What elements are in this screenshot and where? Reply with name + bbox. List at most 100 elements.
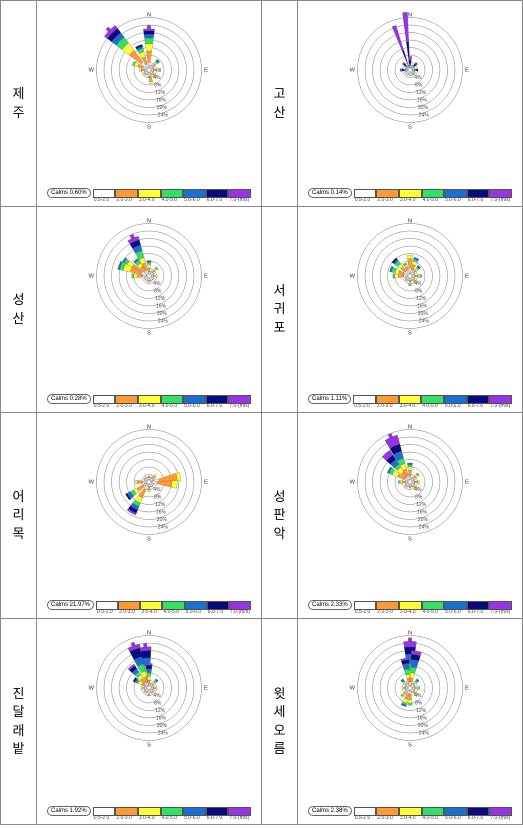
legend-bin-label: 6.0-7.0 (207, 197, 223, 203)
rose-wrap: NESW4%8%12%16%20%24% Calms 0.14% 0.5-2.0… (302, 5, 518, 202)
wind-rose-jindallae: NESW4%8%12%16%20%24% (41, 623, 257, 773)
legend-bin-label: 4.0-5.0 (162, 815, 178, 821)
compass-w: W (349, 480, 355, 486)
legend-segment: 7.0-(m/s) (489, 601, 512, 610)
legend-segment: 6.0-7.0 (467, 189, 490, 198)
legend-bar: 0.5-2.02.0-3.03.0-4.04.0-5.05.0-6.06.0-7… (354, 807, 512, 816)
rose-segment (147, 262, 151, 264)
legend-row: Calms 0.14% 0.5-2.02.0-3.03.0-4.04.0-5.0… (308, 188, 512, 198)
ring-label: 12% (155, 502, 166, 508)
ring (97, 224, 202, 329)
rose-segment (146, 665, 152, 669)
legend-segment: 7.0-(m/s) (228, 395, 251, 404)
legend-segment: 2.0-3.0 (376, 189, 399, 198)
ring-label: 4% (414, 75, 422, 81)
legend-segment: 2.0-3.0 (376, 807, 399, 816)
rose-cap (147, 25, 150, 28)
legend-bin-label: 5.0-6.0 (445, 815, 461, 821)
chart-jeju: NESW4%8%12%16%20%24% Calms 0.60% 0.5-2.0… (37, 1, 262, 207)
rose-segment (143, 481, 147, 483)
chart-seongsan: NESW4%8%12%16%20%24% Calms 0.28% 0.5-2.0… (37, 207, 262, 413)
rose-segment (409, 64, 411, 66)
legend-bin-label: 2.0-3.0 (116, 197, 132, 203)
label-char: 산 (264, 104, 295, 122)
compass-e: E (204, 68, 208, 74)
rose-segment (420, 274, 422, 277)
rose-segment (414, 275, 418, 277)
legend-segment: 0.5-2.0 (96, 601, 118, 610)
label-char: 진 (3, 685, 34, 703)
legend-segment: 4.0-5.0 (161, 189, 184, 198)
legend-segment: 2.0-3.0 (376, 395, 399, 404)
rose-segment (414, 69, 416, 71)
legend-bin-label: 4.0-5.0 (423, 815, 439, 821)
rose-segment (151, 275, 153, 276)
compass-n: N (408, 219, 412, 225)
label-char: 산 (3, 310, 34, 328)
compass-w: W (349, 686, 355, 692)
legend-segment: 0.5-2.0 (93, 189, 116, 198)
ring-label: 4% (414, 487, 422, 493)
legend-segment: 3.0-4.0 (399, 807, 422, 816)
legend-bin-label: 0.5-2.0 (97, 609, 113, 615)
legend-bar: 0.5-2.02.0-3.03.0-4.04.0-5.05.0-6.06.0-7… (354, 189, 512, 198)
rose-wrap: NESW4%8%12%16%20%24% Calms 1.92% 0.5-2.0… (41, 623, 257, 820)
ring-label: 4% (414, 693, 422, 699)
rose-segment (407, 463, 412, 465)
compass-s: S (408, 536, 412, 542)
wind-rose-seogwipo: NESW4%8%12%16%20%24% (302, 211, 518, 361)
rose-segment (406, 42, 409, 57)
rose-segment (148, 280, 150, 282)
rose-segment (412, 275, 414, 276)
ring-label: 16% (417, 715, 428, 721)
legend-bin-label: 6.0-7.0 (468, 197, 484, 203)
rose-segment (148, 476, 150, 478)
chart-seongpanak: NESW4%8%12%16%20%24% Calms 2.33% 0.5-2.0… (298, 413, 523, 619)
wind-rose-eorimok: NESW4%8%12%16%20%24% (41, 417, 257, 567)
calms-box: Calms 1.92% (47, 806, 91, 816)
rose-segment (144, 34, 154, 38)
ring-label: 8% (154, 83, 162, 89)
ring-label: 24% (158, 112, 169, 118)
legend-bin-label: 3.0-4.0 (400, 609, 416, 615)
label-char: 세 (264, 703, 295, 721)
rose-segment (408, 703, 413, 705)
rose-segment (147, 673, 151, 677)
rose-segment (409, 476, 411, 480)
rose-segment (404, 669, 409, 675)
label-char: 목 (3, 525, 34, 543)
legend-bin-label: 5.0-6.0 (445, 197, 461, 203)
rose-segment (402, 687, 404, 689)
legend-segment: 4.0-5.0 (161, 807, 184, 816)
rose-segment (400, 481, 402, 484)
legend-bar: 0.5-2.02.0-3.03.0-4.04.0-5.05.0-6.06.0-7… (93, 807, 251, 816)
compass-n: N (147, 219, 151, 225)
compass-n: N (408, 425, 412, 431)
legend-segment: 7.0-(m/s) (489, 807, 512, 816)
legend-bar: 0.5-2.02.0-3.03.0-4.04.0-5.05.0-6.06.0-7… (353, 395, 512, 404)
calms-box: Calms 2.38% (308, 806, 352, 816)
ring-label: 8% (415, 495, 423, 501)
label-char: 포 (264, 319, 295, 337)
legend-segment: 2.0-3.0 (115, 189, 138, 198)
legend-bin-label: 0.5-2.0 (355, 815, 371, 821)
ring-label: 24% (419, 524, 430, 530)
legend-bin-label: 2.0-3.0 (116, 815, 132, 821)
compass-w: W (349, 274, 355, 280)
label-char: 어 (3, 488, 34, 506)
chart-eorimok: NESW4%8%12%16%20%24% Calms 21.97% 0.5-2.… (37, 413, 262, 619)
legend-segment: 6.0-7.0 (206, 395, 229, 404)
ring-label: 8% (154, 701, 162, 707)
ring (358, 18, 463, 123)
rose-segment (158, 473, 177, 481)
rose-segment (137, 274, 143, 277)
legend-segment: 3.0-4.0 (138, 189, 161, 198)
legend-segment: 2.0-3.0 (115, 395, 138, 404)
ring-label: 8% (154, 289, 162, 295)
legend-bin-label: 3.0-4.0 (400, 815, 416, 821)
ring-label: 4% (153, 281, 161, 287)
rose-wrap: NESW4%8%12%16%20%24% Calms 2.33% 0.5-2.0… (302, 417, 518, 614)
rose-segment (409, 484, 410, 486)
legend-bar: 0.5-2.02.0-3.03.0-4.04.0-5.05.0-6.06.0-7… (354, 601, 512, 610)
rose-segment (412, 687, 414, 688)
